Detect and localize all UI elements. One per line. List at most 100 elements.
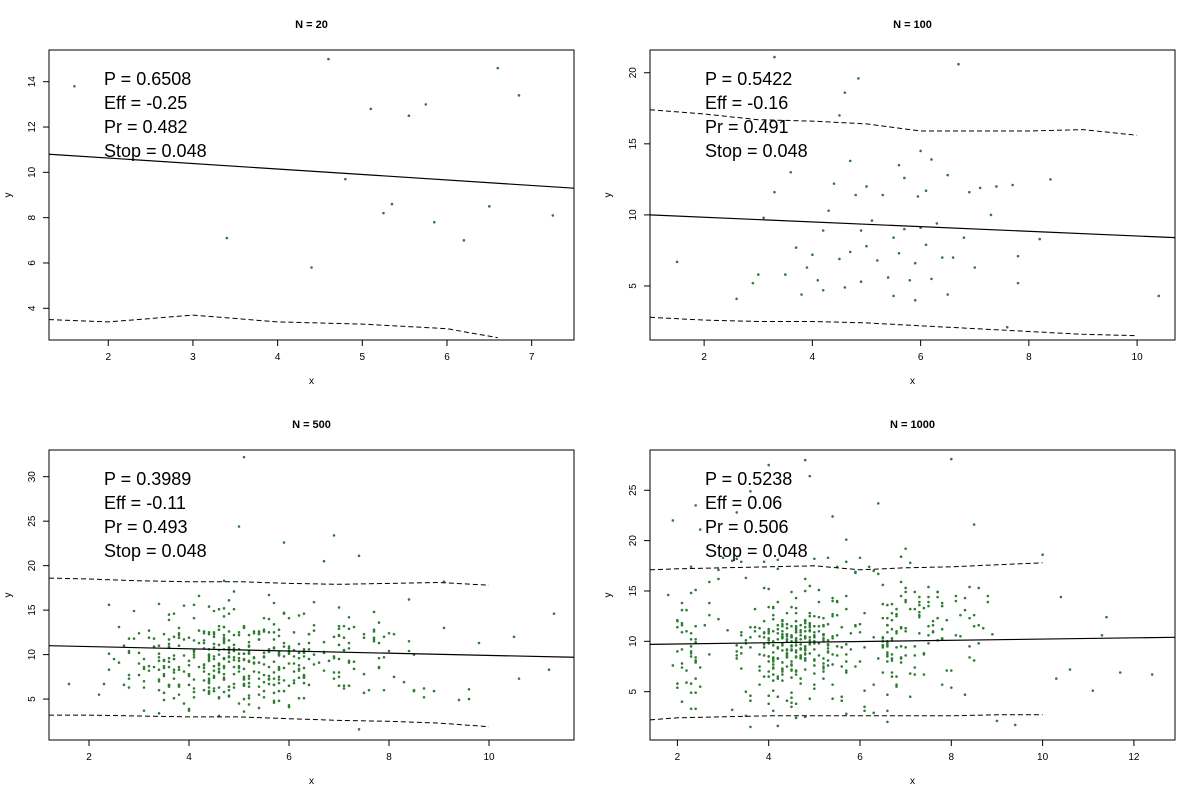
plot-frame xyxy=(649,49,1176,341)
x-tick-label: 6 xyxy=(857,752,863,763)
y-axis-label: y xyxy=(3,193,14,198)
data-point xyxy=(794,630,798,634)
data-point xyxy=(859,229,863,232)
data-point xyxy=(767,587,770,591)
data-point xyxy=(390,202,394,206)
data-point xyxy=(899,661,903,664)
data-point xyxy=(202,670,206,673)
data-point xyxy=(903,176,906,180)
data-point xyxy=(262,628,266,631)
data-point xyxy=(817,615,821,619)
data-point xyxy=(881,646,885,649)
data-point xyxy=(177,683,181,687)
data-point xyxy=(776,675,780,678)
data-point xyxy=(187,674,191,678)
data-point xyxy=(347,684,351,688)
data-point xyxy=(708,580,711,584)
data-point xyxy=(157,602,161,606)
data-point xyxy=(767,636,770,640)
data-point xyxy=(822,616,825,620)
data-point xyxy=(881,644,885,647)
data-point xyxy=(442,626,446,630)
data-point xyxy=(794,611,798,615)
data-point xyxy=(237,666,241,670)
data-point xyxy=(930,277,933,281)
y-tick-label: 15 xyxy=(27,604,38,616)
data-point xyxy=(197,641,201,645)
data-point xyxy=(207,631,211,634)
data-point xyxy=(372,636,376,639)
data-point xyxy=(758,653,761,656)
data-point xyxy=(843,286,847,289)
data-point xyxy=(307,641,311,645)
data-point xyxy=(794,606,798,610)
data-point xyxy=(1091,689,1095,692)
data-point xyxy=(207,605,211,608)
data-point xyxy=(332,655,336,658)
data-point xyxy=(799,677,802,680)
data-point xyxy=(767,629,770,633)
data-point xyxy=(1157,294,1161,298)
data-point xyxy=(831,596,834,600)
plot-area xyxy=(49,455,574,731)
data-point xyxy=(167,613,171,616)
data-point xyxy=(831,636,834,640)
data-point xyxy=(794,649,798,652)
data-point xyxy=(232,633,236,637)
data-point xyxy=(817,642,821,645)
data-point xyxy=(811,253,814,257)
data-point xyxy=(247,674,251,678)
x-axis-label: x xyxy=(910,376,915,387)
data-point xyxy=(137,662,141,665)
data-point xyxy=(822,665,825,668)
data-point xyxy=(202,666,206,670)
data-point xyxy=(222,666,226,670)
data-point xyxy=(781,679,784,682)
lower-bound-line xyxy=(650,316,1138,337)
data-point xyxy=(995,719,999,723)
data-point xyxy=(959,613,962,617)
data-point xyxy=(927,585,930,589)
data-point xyxy=(863,689,866,692)
data-point xyxy=(735,650,739,653)
data-point xyxy=(767,463,770,467)
data-point xyxy=(781,629,784,633)
data-point xyxy=(187,659,191,663)
data-point xyxy=(177,626,181,630)
data-point xyxy=(192,696,196,699)
data-point xyxy=(756,273,760,276)
data-point xyxy=(794,670,798,673)
data-point xyxy=(826,651,830,654)
data-point xyxy=(247,703,251,706)
data-point xyxy=(282,541,286,544)
data-point xyxy=(886,616,889,620)
chart-panel: N = 1000 x y 2 4 6 8 10 12 5 10 15 20 25 P = 0.5238 Eff… xyxy=(603,419,1176,787)
data-point xyxy=(771,658,775,661)
data-point xyxy=(207,686,211,689)
data-point xyxy=(881,602,885,606)
x-tick-label: 2 xyxy=(105,352,111,363)
data-point xyxy=(881,616,885,620)
data-point xyxy=(297,667,301,671)
data-point xyxy=(785,699,789,703)
data-point xyxy=(272,701,276,704)
data-point xyxy=(863,709,866,713)
data-point xyxy=(182,702,186,705)
data-point xyxy=(785,634,789,638)
data-point xyxy=(886,276,890,279)
data-point xyxy=(212,642,216,646)
data-point xyxy=(272,691,276,695)
stat-annotation: Stop = 0.048 xyxy=(705,141,808,161)
data-point xyxy=(840,625,844,629)
data-point xyxy=(357,728,361,731)
data-point xyxy=(407,114,411,118)
data-point xyxy=(794,619,798,623)
data-point xyxy=(297,663,301,667)
data-point xyxy=(808,652,812,655)
x-tick-label: 8 xyxy=(949,752,955,763)
data-point xyxy=(962,236,966,239)
data-point xyxy=(865,244,868,248)
data-point xyxy=(212,669,216,672)
data-point xyxy=(776,647,780,650)
data-point xyxy=(369,107,373,111)
